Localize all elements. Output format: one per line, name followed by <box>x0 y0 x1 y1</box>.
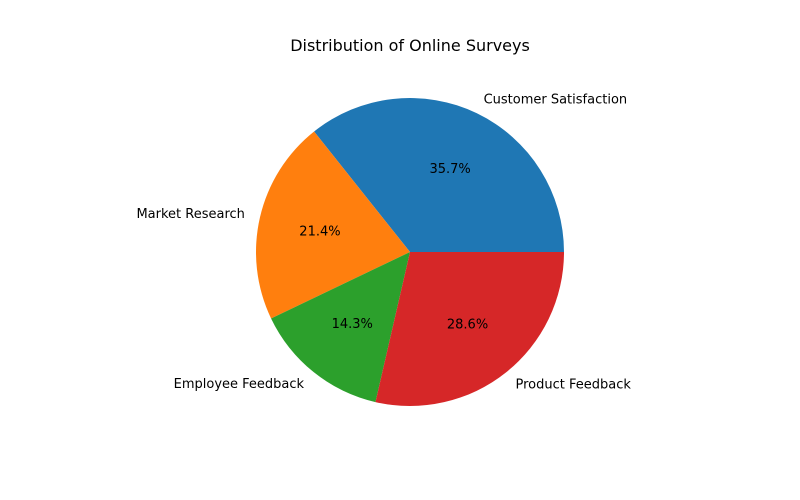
slice-label: Market Research <box>136 207 244 222</box>
pie-slice-employee-feedback <box>271 252 410 403</box>
pie-labels: Customer Satisfaction 35.7% Market Researc… <box>136 92 631 392</box>
pie-slice-product-feedback <box>375 252 564 406</box>
slice-label: Employee Feedback <box>174 377 305 392</box>
slice-percent-label: 14.3% <box>332 317 373 332</box>
chart-title: Distribution of Online Surveys <box>290 36 530 55</box>
slice-label: Customer Satisfaction <box>484 92 628 107</box>
pie-slice-market-research <box>255 131 410 319</box>
slice-percent-label: 21.4% <box>299 224 340 239</box>
slice-label: Product Feedback <box>516 378 632 393</box>
slice-percent-label: 35.7% <box>429 162 470 177</box>
pie-slices <box>255 98 564 406</box>
pie-slice-customer-satisfaction <box>314 98 564 252</box>
slice-percent-label: 28.6% <box>447 317 488 332</box>
